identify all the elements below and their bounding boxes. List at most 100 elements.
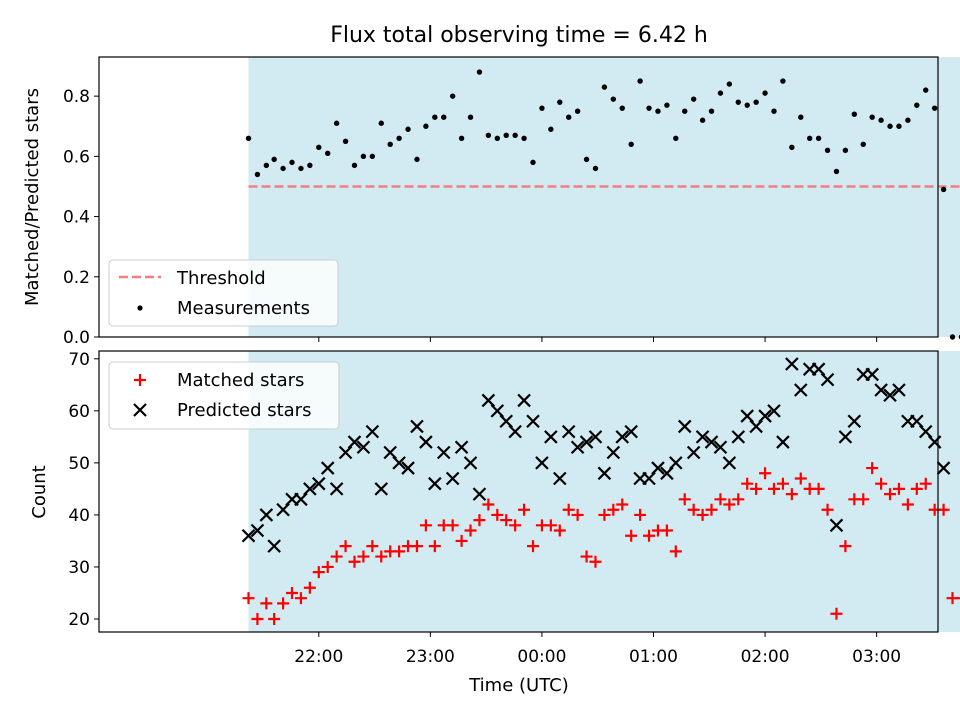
matched-star-point bbox=[428, 540, 441, 553]
matched-star-point bbox=[634, 508, 647, 521]
matched-star-point bbox=[910, 482, 923, 495]
measurement-point bbox=[744, 102, 750, 108]
predicted-star-point bbox=[320, 461, 335, 475]
measurement-point bbox=[878, 117, 884, 123]
predicted-star-point bbox=[597, 466, 612, 481]
matched-star-point bbox=[875, 477, 888, 490]
measurement-point bbox=[530, 159, 536, 166]
measurement-point bbox=[726, 81, 733, 87]
matched-star-point bbox=[919, 477, 932, 490]
predicted-star-point bbox=[615, 430, 630, 444]
matched-star-point bbox=[571, 508, 584, 521]
matched-star-point bbox=[518, 503, 531, 516]
y-tick-label: 0.4 bbox=[63, 208, 90, 228]
matched-star-point bbox=[357, 550, 370, 563]
predicted-star-point bbox=[259, 508, 274, 522]
x-tick-label: 00:00 bbox=[517, 647, 566, 667]
measurement-point bbox=[369, 153, 376, 160]
measurement-point bbox=[476, 69, 483, 75]
measurement-point bbox=[717, 90, 724, 96]
predicted-star-point bbox=[651, 461, 665, 475]
predicted-star-point bbox=[936, 461, 951, 475]
y-tick-label: 0.0 bbox=[63, 328, 90, 348]
predicted-star-point bbox=[410, 419, 424, 434]
matched-star-point bbox=[723, 498, 736, 511]
measurement-point bbox=[414, 156, 420, 163]
measurement-point bbox=[619, 105, 625, 111]
matched-star-point bbox=[732, 493, 745, 506]
measurement-point bbox=[851, 111, 858, 117]
measurement-point bbox=[583, 156, 590, 163]
measurement-point bbox=[557, 99, 563, 105]
measurement-point bbox=[914, 102, 920, 108]
predicted-star-point bbox=[588, 430, 603, 444]
measurement-point bbox=[449, 93, 456, 99]
matched-star-point bbox=[491, 508, 504, 521]
measurement-point bbox=[342, 138, 349, 145]
matched-star-point bbox=[286, 586, 299, 599]
matched-star-point bbox=[794, 472, 807, 485]
predicted-star-point bbox=[883, 388, 897, 403]
measurement-point bbox=[833, 168, 840, 175]
measurement-point bbox=[771, 108, 777, 114]
predicted-star-point bbox=[374, 482, 389, 496]
measurement-point bbox=[566, 114, 572, 120]
predicted-star-point bbox=[303, 482, 317, 496]
predicted-star-point bbox=[669, 456, 683, 470]
matched-star-point bbox=[410, 540, 423, 553]
measurement-point bbox=[423, 123, 429, 129]
predicted-star-point bbox=[785, 357, 799, 371]
matched-star-point bbox=[509, 519, 522, 532]
matched-star-point bbox=[589, 555, 602, 568]
predicted-star-point bbox=[553, 471, 567, 486]
measurement-point bbox=[387, 141, 393, 148]
threshold-legend-label: Threshold bbox=[176, 268, 266, 289]
measurement-point bbox=[432, 114, 438, 120]
predicted-star-point bbox=[544, 430, 558, 444]
y-tick-label: 0.8 bbox=[63, 87, 90, 107]
predicted-star-point bbox=[561, 424, 576, 439]
matched-star-point bbox=[892, 482, 905, 495]
predicted-star-point bbox=[401, 461, 415, 475]
measurement-point bbox=[441, 114, 447, 120]
x-tick-label: 23:00 bbox=[406, 647, 455, 667]
predicted-star-point bbox=[356, 440, 371, 455]
measurement-point bbox=[280, 165, 286, 172]
chart-title: Flux total observing time = 6.42 h bbox=[330, 23, 708, 48]
predicted-star-point bbox=[865, 367, 879, 382]
measurement-point bbox=[396, 135, 402, 141]
predicted-star-point bbox=[838, 430, 853, 444]
observing-window bbox=[248, 57, 960, 337]
matched-star-point bbox=[839, 540, 852, 553]
x-tick-label: 22:00 bbox=[294, 647, 343, 667]
matched-star-point bbox=[616, 498, 629, 511]
predicted-legend-swatch bbox=[133, 403, 147, 417]
measurement-point bbox=[325, 150, 331, 157]
measurement-point bbox=[735, 99, 741, 105]
matched-star-point bbox=[242, 592, 255, 605]
predicted-star-point bbox=[436, 445, 451, 460]
y-tick-label: 20 bbox=[68, 610, 90, 630]
measurement-point bbox=[360, 153, 367, 160]
matched-star-point bbox=[750, 482, 763, 495]
measurement-point bbox=[690, 96, 697, 102]
predicted-star-point bbox=[829, 518, 844, 533]
measurement-point bbox=[842, 147, 849, 154]
matched-legend-label: Matched stars bbox=[177, 370, 304, 391]
matched-star-point bbox=[500, 514, 513, 527]
count-panel: 20 30 40 50 60 70 Count 22:00 23:00 00:00 01:00 0… bbox=[29, 350, 960, 667]
measurement-point bbox=[664, 102, 670, 108]
measurements-legend-label: Measurements bbox=[177, 298, 310, 319]
predicted-star-point bbox=[579, 435, 594, 449]
y-tick-label: 50 bbox=[68, 454, 90, 474]
measurement-point bbox=[815, 135, 822, 141]
matched-star-point bbox=[268, 612, 281, 625]
predicted-star-point bbox=[267, 539, 281, 553]
matched-star-point bbox=[741, 477, 754, 490]
matched-star-point bbox=[375, 550, 388, 563]
measurement-point bbox=[905, 117, 911, 123]
y-tick-label: 0.6 bbox=[63, 147, 90, 167]
matched-star-point bbox=[303, 581, 316, 594]
measurement-point bbox=[949, 334, 956, 340]
measurement-point bbox=[789, 144, 795, 151]
